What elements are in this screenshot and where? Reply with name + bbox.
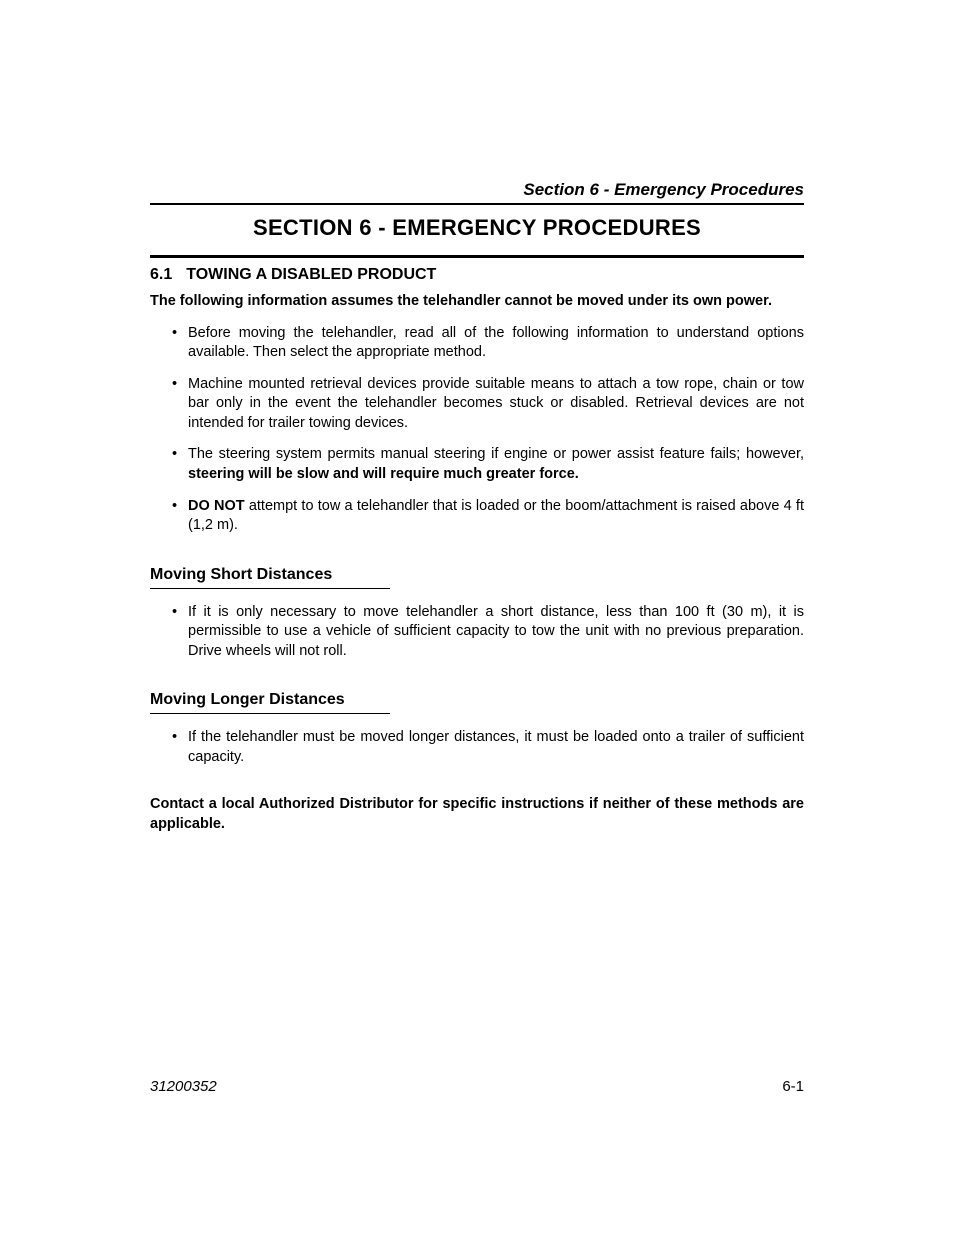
subsection-title: Moving Short Distances <box>150 566 804 584</box>
bullet-list-sub2: If the telehandler must be moved longer … <box>150 728 804 767</box>
list-item: Before moving the telehandler, read all … <box>172 324 804 363</box>
list-item: Machine mounted retrieval devices provid… <box>172 375 804 434</box>
heading-number: 6.1 <box>150 266 172 284</box>
footer-page-number: 6-1 <box>782 1078 804 1095</box>
list-item-text: attempt to tow a telehandler that is loa… <box>188 498 804 534</box>
heading-6-1: 6.1 TOWING A DISABLED PRODUCT <box>150 266 804 284</box>
rule-thick <box>150 255 804 258</box>
bullet-list-sub1: If it is only necessary to move telehand… <box>150 603 804 662</box>
subsection-title: Moving Longer Distances <box>150 691 804 709</box>
running-header: Section 6 - Emergency Procedures <box>150 180 804 205</box>
section-title: SECTION 6 - EMERGENCY PROCEDURES <box>150 215 804 241</box>
rule-thin <box>150 713 390 714</box>
page: Section 6 - Emergency Procedures SECTION… <box>0 0 954 1235</box>
footer-doc-id: 31200352 <box>150 1078 217 1095</box>
list-item-text: The steering system permits manual steer… <box>188 446 804 462</box>
list-item: If the telehandler must be moved longer … <box>172 728 804 767</box>
page-footer: 31200352 6-1 <box>150 1078 804 1095</box>
heading-text: TOWING A DISABLED PRODUCT <box>186 266 436 283</box>
intro-paragraph: The following information assumes the te… <box>150 292 804 312</box>
subsection-longer-distances: Moving Longer Distances If the telehandl… <box>150 691 804 767</box>
list-item-bold: steering will be slow and will require m… <box>188 466 579 482</box>
bullet-list-main: Before moving the telehandler, read all … <box>150 324 804 536</box>
list-item-bold: DO NOT <box>188 498 245 514</box>
rule-thin <box>150 588 390 589</box>
list-item: DO NOT attempt to tow a telehandler that… <box>172 497 804 536</box>
closing-paragraph: Contact a local Authorized Distributor f… <box>150 795 804 834</box>
subsection-short-distances: Moving Short Distances If it is only nec… <box>150 566 804 662</box>
list-item: If it is only necessary to move telehand… <box>172 603 804 662</box>
list-item: The steering system permits manual steer… <box>172 445 804 484</box>
